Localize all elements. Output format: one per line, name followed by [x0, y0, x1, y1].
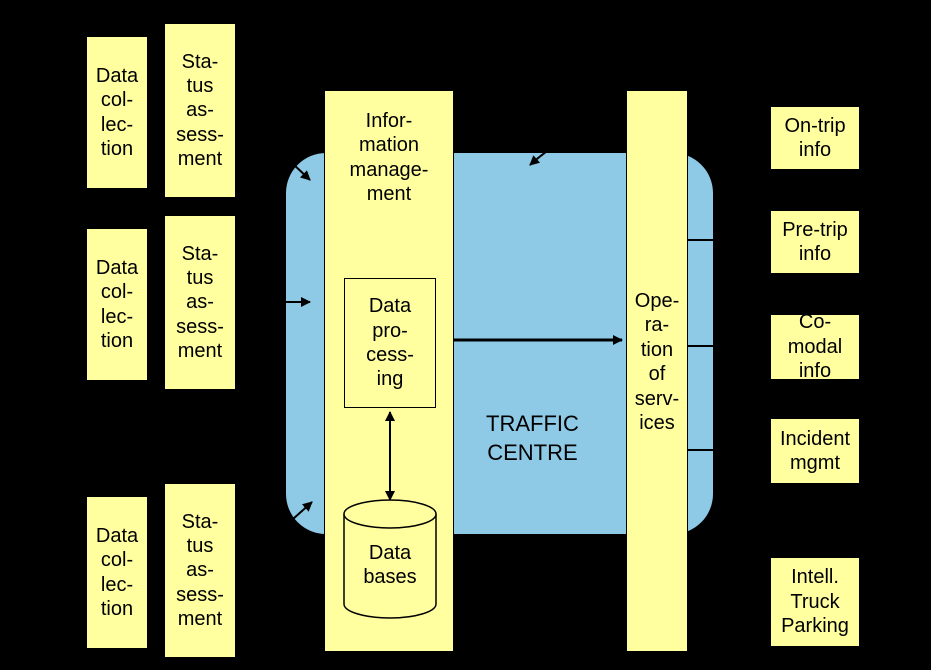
- service-box-4: Incidentmgmt: [770, 418, 860, 484]
- service-box-1: On-tripinfo: [770, 106, 860, 170]
- service-box-2: Pre-tripinfo: [770, 210, 860, 274]
- data-collection-3: Datacol-lec-tion: [86, 496, 148, 649]
- status-assessment-2: Sta-tusas-sess-ment: [164, 215, 236, 390]
- operation-of-services-label: Ope-ra-tionofserv-ices: [627, 289, 687, 435]
- data-collection-2: Datacol-lec-tion: [86, 228, 148, 381]
- data-collection-1: Datacol-lec-tion: [86, 36, 148, 189]
- data-processing: Datapro-cess-ing: [344, 278, 436, 408]
- operation-of-services: Ope-ra-tionofserv-ices: [626, 90, 688, 652]
- service-box-3: Co-modalinfo: [770, 314, 860, 380]
- service-box-5: Intell.TruckParking: [770, 557, 860, 647]
- databases-label: Databases: [344, 541, 436, 590]
- databases-cylinder: Databases: [344, 500, 436, 618]
- status-assessment-3: Sta-tusas-sess-ment: [164, 483, 236, 658]
- traffic-centre-label: TRAFFICCENTRE: [486, 410, 579, 467]
- status-assessment-1: Sta-tusas-sess-ment: [164, 23, 236, 198]
- information-management-label: Infor-mationmanage-ment: [325, 109, 453, 207]
